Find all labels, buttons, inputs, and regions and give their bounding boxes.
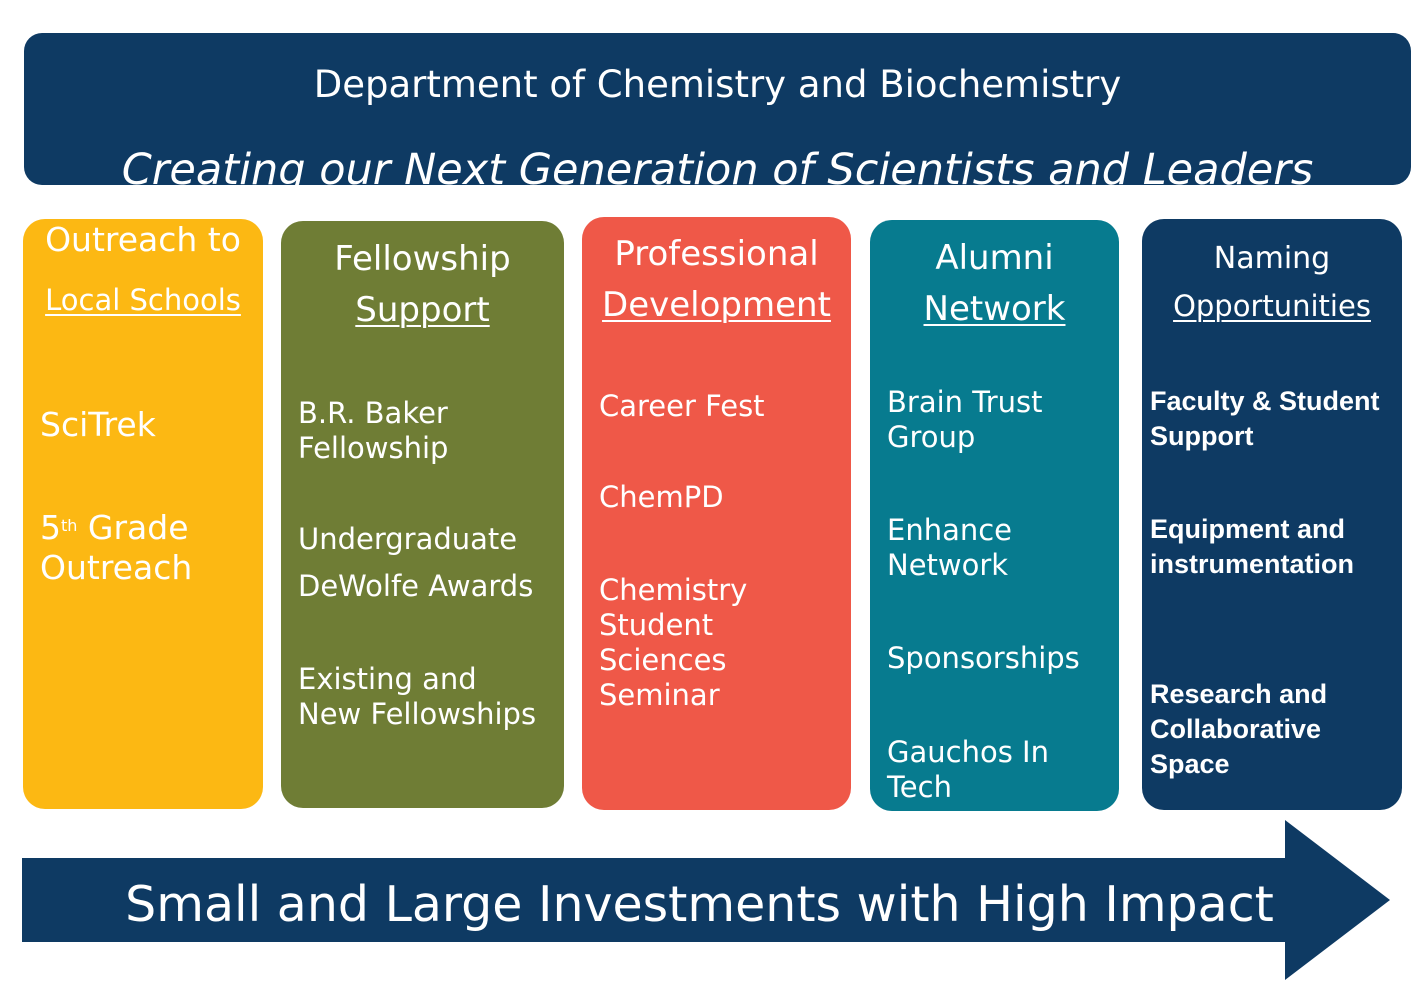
- item-gauchos-in-tech: Gauchos In Tech: [887, 735, 1049, 804]
- header-subtitle: Creating our Next Generation of Scientis…: [121, 145, 1314, 195]
- column-subheading: Support: [355, 290, 490, 330]
- item-5th-grade-outreach: 5th Grade Outreach: [40, 508, 257, 588]
- item-chempd: ChemPD: [599, 480, 724, 514]
- item-undergraduate: Undergraduate: [298, 522, 518, 556]
- item-br-baker-fellowship: B.R. Baker Fellowship: [298, 396, 449, 465]
- column-subheading: Local Schools: [45, 283, 241, 317]
- column-fellowship: Fellowship Support B.R. Baker Fellowship…: [281, 221, 564, 808]
- column-outreach: Outreach to Local Schools SciTrek 5th Gr…: [23, 219, 263, 809]
- item-equipment-instrumentation: Equipment and instrumentation: [1150, 514, 1355, 579]
- grade-number: 5: [40, 508, 61, 547]
- item-brain-trust-group: Brain Trust Group: [887, 385, 1043, 454]
- column-naming-opportunities: Naming Opportunities Faculty & Student S…: [1142, 219, 1402, 810]
- item-sponsorships: Sponsorships: [887, 641, 1080, 675]
- column-heading: Professional: [614, 234, 819, 274]
- item-chemistry-student-sciences-seminar: Chemistry Student Sciences Seminar: [599, 573, 748, 712]
- column-heading: Fellowship: [334, 239, 511, 279]
- column-subheading: Opportunities: [1173, 289, 1371, 323]
- column-heading: Alumni: [935, 238, 1054, 278]
- arrow-shape: [22, 820, 1390, 980]
- item-career-fest: Career Fest: [599, 389, 765, 423]
- item-faculty-student-support: Faculty & Student Support: [1150, 386, 1380, 451]
- column-heading: Outreach to: [45, 220, 241, 259]
- column-subheading: Development: [602, 285, 831, 325]
- investment-arrow: [22, 820, 1390, 980]
- column-heading: Naming: [1213, 241, 1331, 276]
- item-enhance-network: Enhance Network: [887, 513, 1013, 582]
- item-dewolfe-awards: DeWolfe Awards: [298, 569, 534, 603]
- column-subheading: Network: [923, 289, 1066, 329]
- item-existing-new-fellowships: Existing and New Fellowships: [298, 662, 537, 731]
- item-scitrek: SciTrek: [40, 405, 156, 444]
- grade-ordinal-suffix: th: [61, 516, 78, 535]
- column-alumni-network: Alumni Network Brain Trust Group Enhance…: [870, 220, 1119, 811]
- header-title: Department of Chemistry and Biochemistry: [313, 63, 1122, 106]
- footer-text: Small and Large Investments with High Im…: [125, 876, 1274, 933]
- grade-outreach-text: Grade Outreach: [40, 508, 193, 587]
- header-banner: Department of Chemistry and Biochemistry…: [24, 33, 1411, 195]
- item-research-collaborative-space: Research and Collaborative Space: [1150, 679, 1328, 779]
- column-professional-development: Professional Development Career Fest Che…: [582, 217, 851, 810]
